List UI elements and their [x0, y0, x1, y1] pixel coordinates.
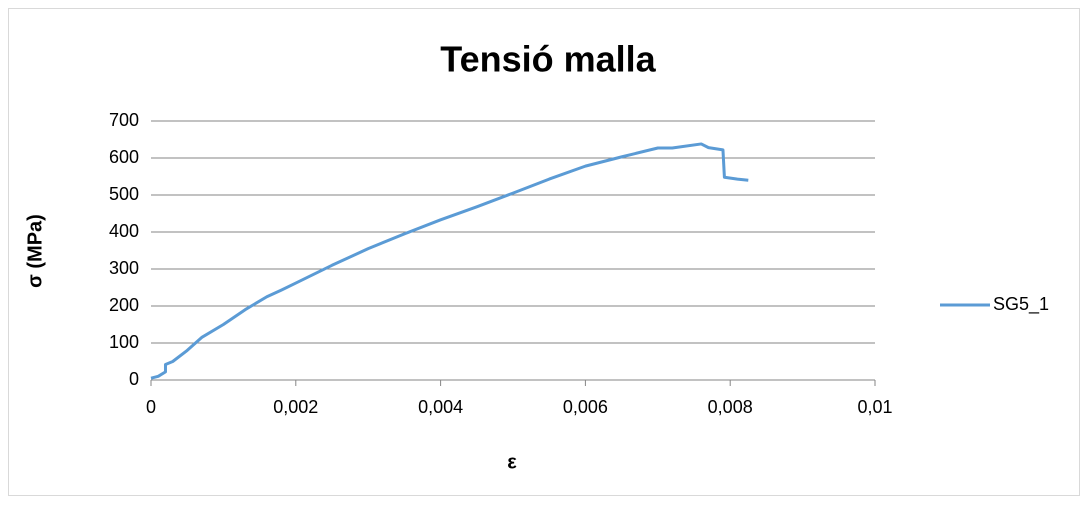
y-tick-label: 600	[109, 147, 139, 167]
y-tick-label: 300	[109, 258, 139, 278]
y-tick-label: 100	[109, 332, 139, 352]
y-tick-label: 700	[109, 110, 139, 130]
chart-title: Tensió malla	[440, 39, 656, 80]
legend-label: SG5_1	[993, 294, 1049, 315]
y-tick-label: 200	[109, 295, 139, 315]
y-tick-label: 0	[129, 369, 139, 389]
x-axis-label: ε	[507, 451, 517, 473]
x-tick-label: 0,004	[418, 397, 463, 417]
x-tick-label: 0,008	[708, 397, 753, 417]
y-axis-label: σ (MPa)	[24, 214, 46, 288]
y-tick-label: 400	[109, 221, 139, 241]
data-line	[150, 142, 749, 380]
x-tick-label: 0	[146, 397, 156, 417]
x-tick-label: 0,002	[273, 397, 318, 417]
chart-border	[8, 8, 1080, 496]
x-tick-label: 0,01	[857, 397, 892, 417]
x-tick-label: 0,006	[563, 397, 608, 417]
y-tick-label: 500	[109, 184, 139, 204]
